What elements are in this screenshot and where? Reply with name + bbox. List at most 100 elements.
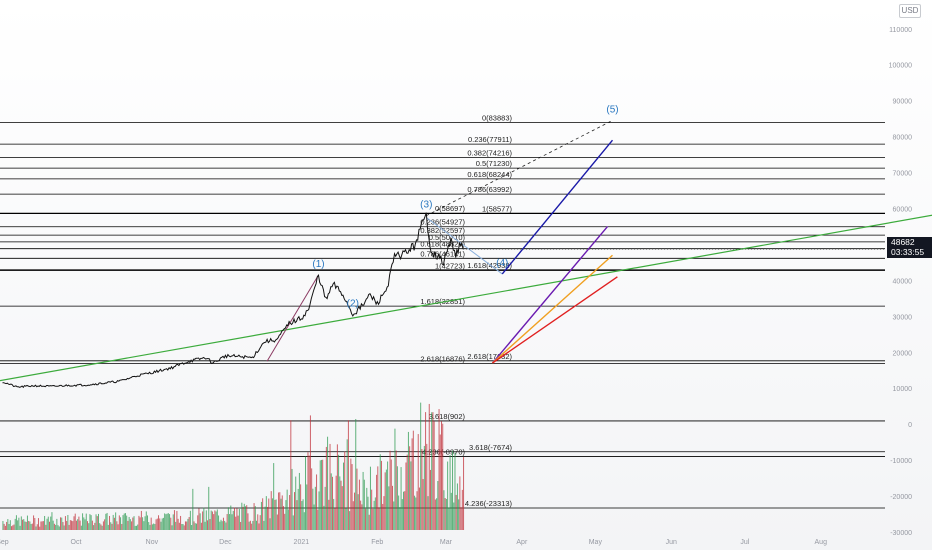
volume-bar [123, 513, 125, 530]
volume-bar [248, 521, 250, 530]
volume-bar [282, 506, 284, 530]
volume-bar [208, 486, 210, 530]
volume-bar [281, 495, 283, 530]
volume-bar [116, 521, 118, 530]
volume-bar [106, 512, 108, 530]
wave-label: (2) [347, 299, 359, 310]
volume-bar [240, 521, 242, 530]
volume-bar [221, 521, 223, 530]
volume-bar [132, 517, 134, 530]
y-tick-label: -10000 [890, 458, 912, 465]
volume-bar [115, 512, 117, 530]
volume-bar [196, 523, 197, 530]
volume-bar [273, 463, 275, 530]
volume-bar [57, 525, 59, 530]
fib-ext-label: 2.618(17632) [467, 352, 512, 361]
y-tick-label: 10000 [893, 386, 913, 393]
volume-bar [291, 468, 293, 530]
x-tick-label: Dec [219, 539, 232, 546]
annotation-line [426, 217, 503, 275]
volume-bar [275, 499, 277, 530]
volume-bar [305, 456, 307, 530]
volume-bar [95, 514, 97, 530]
volume-bar [252, 520, 254, 530]
volume-bar [229, 514, 231, 530]
volume-bar [276, 514, 278, 530]
volume-bar [13, 524, 15, 530]
wave-label: (5) [606, 104, 618, 115]
y-tick-label: -20000 [890, 494, 912, 501]
volume-bar [227, 507, 229, 530]
volume-bar [421, 448, 423, 530]
volume-bar [390, 459, 392, 530]
projection-dashed-line [426, 120, 613, 217]
volume-bar [335, 475, 337, 530]
volume-bar [347, 420, 349, 530]
volume-bar [409, 446, 411, 530]
volume-bar [260, 501, 262, 530]
volume-bar [404, 491, 406, 530]
volume-bar [110, 522, 112, 530]
volume-bar [197, 515, 199, 530]
volume-bar [274, 499, 276, 530]
volume-bar [84, 519, 86, 530]
volume-bar [278, 492, 280, 530]
volume-bar [165, 514, 167, 530]
volume-bar [411, 438, 413, 530]
wave-label: (3) [420, 200, 432, 211]
y-tick-label: 110000 [889, 27, 912, 34]
currency-badge[interactable]: USD [899, 4, 921, 18]
volume-bar [345, 508, 347, 530]
volume-bar [85, 513, 87, 530]
volume-bar [192, 488, 194, 530]
volume-bar [203, 507, 205, 530]
volume-bar [269, 518, 271, 530]
volume-bar [443, 490, 445, 530]
volume-bar [429, 469, 431, 530]
volume-bar [2, 521, 4, 530]
volume-bar [51, 512, 53, 530]
volume-bar [360, 500, 362, 530]
volume-bar [56, 518, 58, 530]
x-tick-label: Sep [0, 539, 9, 546]
volume-bar [295, 476, 297, 530]
y-axis: 1100001000009000080000700006000050000400… [889, 27, 912, 537]
volume-bar [4, 525, 6, 530]
volume-bar [450, 492, 452, 530]
volume-bar [414, 495, 416, 530]
volume-bar [193, 521, 195, 530]
volume-bar [134, 525, 136, 530]
volume-bar [449, 454, 451, 530]
volume-bar [8, 523, 10, 530]
volume-bar [173, 510, 175, 530]
volume-bar [406, 454, 408, 530]
volume-bar [78, 516, 80, 530]
volume-bar [262, 498, 264, 530]
volume-bar [301, 501, 303, 530]
y-tick-label: 40000 [893, 278, 913, 285]
x-tick-label: Feb [371, 539, 383, 546]
volume-bar [176, 510, 178, 530]
volume-bar [138, 515, 140, 530]
volume-bar [428, 403, 430, 530]
volume-bar [357, 494, 359, 530]
volume-bar [412, 430, 414, 530]
volume-bar [30, 523, 32, 530]
volume-bar [383, 496, 385, 530]
volume-bar [374, 497, 376, 530]
volume-bar [151, 524, 153, 530]
volume-bar [131, 521, 133, 530]
volume-bar [249, 520, 251, 530]
fan-line [501, 139, 614, 275]
volume-bar [422, 479, 424, 530]
volume-bar [75, 520, 77, 530]
volume-bar [22, 519, 24, 530]
volume-bar [44, 515, 46, 530]
volume-bar [127, 520, 129, 530]
fib-ext-label: 0.382(74216) [467, 148, 512, 157]
volume-bar [333, 498, 335, 530]
volume-bar [191, 525, 193, 530]
volume-bar [113, 517, 115, 530]
volume-bar [355, 419, 357, 530]
